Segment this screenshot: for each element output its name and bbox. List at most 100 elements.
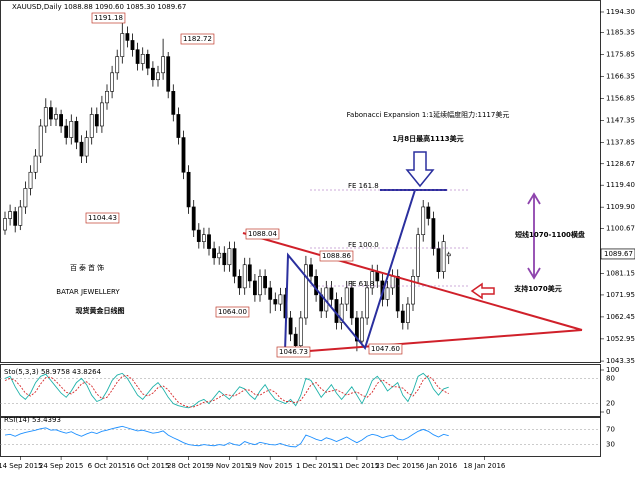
y-tick-label: 1166.35 [606, 73, 635, 81]
candle-body [161, 56, 166, 74]
candle-body [370, 271, 375, 289]
candle-body [69, 121, 74, 138]
y-tick-label: 1100.67 [606, 225, 635, 233]
candle-body [411, 276, 415, 305]
candle-body [43, 107, 48, 127]
candle-body [436, 248, 441, 272]
annotation: 1月8日最高1113美元 [392, 134, 463, 143]
candle-body [64, 125, 69, 138]
x-tick-label: 11 Dec 2015 [335, 462, 380, 470]
y-tick-label: 1185.35 [606, 29, 635, 37]
y-tick-label: 30 [606, 441, 615, 449]
annotation-box [276, 346, 311, 358]
candle-body [166, 56, 171, 92]
annotation: Fabonacci Expansion 1:1延续幅度阻力:1117美元 [347, 110, 510, 119]
price-annotation: 1064.00 [218, 308, 247, 316]
candle-body [400, 310, 405, 323]
candle-body [247, 264, 252, 282]
candle-body [237, 276, 242, 289]
indicator-line [4, 425, 449, 448]
current-price-box [600, 248, 635, 260]
candle-body [268, 287, 273, 300]
candle-body [344, 287, 349, 305]
x-tick-label: 23 Dec 2015 [375, 462, 420, 470]
y-tick-label: 1043.35 [606, 357, 635, 365]
candle-body [288, 317, 293, 335]
y-tick-label: 1194.30 [606, 8, 635, 16]
candle-body [156, 72, 160, 81]
candle-body [38, 125, 43, 157]
candle-body [181, 137, 186, 173]
fe-label: FE 61.8 [348, 280, 374, 288]
y-tick-label: 1147.35 [606, 117, 635, 125]
candle-body [314, 276, 319, 296]
annotation: 短线1070-1100横盘 [515, 230, 585, 239]
trendline [282, 329, 583, 354]
y-tick-label: 1062.45 [606, 313, 635, 321]
candle-body [365, 287, 370, 319]
main-panel [0, 0, 601, 363]
zigzag [284, 189, 416, 353]
candle-body [217, 252, 222, 259]
candle-body [59, 114, 64, 127]
candle-body [339, 303, 344, 323]
candle-body [263, 276, 268, 289]
y-tick-label: 1109.90 [606, 203, 635, 211]
candle-body [212, 248, 217, 259]
chart-subtitle: 现货黄金日线图 [76, 306, 125, 315]
candle-body [125, 33, 130, 41]
price-annotation: 1046.73 [279, 348, 308, 356]
candle-body [135, 49, 140, 64]
candle-body [23, 188, 28, 208]
candle-body [278, 294, 283, 305]
candle-body [421, 206, 426, 235]
candle-body [431, 218, 436, 249]
y-tick-label: 80 [606, 374, 615, 382]
candle-body [3, 218, 7, 231]
candle-body [446, 253, 451, 257]
x-tick-label: 16 Oct 2015 [126, 462, 169, 470]
price-annotation: 1088.86 [322, 252, 351, 260]
x-tick-label: 18 Jan 2016 [463, 462, 506, 470]
indicator-title: Sto(5,3,3) 58.9758 43.8264 [4, 368, 102, 376]
candle-body [74, 121, 79, 143]
candle-body [130, 40, 135, 50]
x-tick-label: 9 Nov 2015 [209, 462, 249, 470]
left-arrow [470, 282, 495, 300]
candle-body [84, 137, 89, 157]
candle-body [273, 299, 278, 305]
candle-body [196, 229, 201, 242]
annotation-box [91, 12, 126, 24]
y-tick-label: 1128.67 [606, 160, 635, 168]
candle-body [151, 67, 155, 81]
candle-body [13, 211, 18, 226]
x-tick-label: 14 Sep 2015 [0, 462, 42, 470]
candle-body [171, 91, 176, 115]
indicator-title: RSI(14) 53.4393 [4, 416, 61, 424]
candle-body [441, 241, 446, 272]
logo: 百泰首饰 [70, 263, 106, 272]
current-price-label: 1089.67 [604, 250, 633, 258]
candle-body [395, 276, 400, 312]
candle-body [191, 206, 196, 231]
y-tick-label: 1156.85 [606, 95, 635, 103]
candle-body [186, 171, 191, 208]
y-tick-label: 1175.85 [606, 51, 635, 59]
trendline [242, 232, 583, 331]
candle-body [105, 91, 109, 104]
candle-body [100, 102, 104, 127]
fe-label: FE 100.0 [348, 241, 379, 249]
price-annotation: 1047.60 [371, 345, 400, 353]
annotation-box [85, 212, 120, 224]
x-tick-label: 28 Oct 2015 [167, 462, 210, 470]
y-tick-label: 70 [606, 425, 615, 433]
annotation-box [319, 250, 354, 262]
x-tick-label: 6 Oct 2015 [88, 462, 127, 470]
candle-body [115, 56, 120, 74]
y-tick-label: 1071.95 [606, 291, 635, 299]
annotation-box [245, 228, 280, 240]
y-tick-label: 1081.15 [606, 270, 635, 278]
annotation-box [368, 343, 403, 355]
